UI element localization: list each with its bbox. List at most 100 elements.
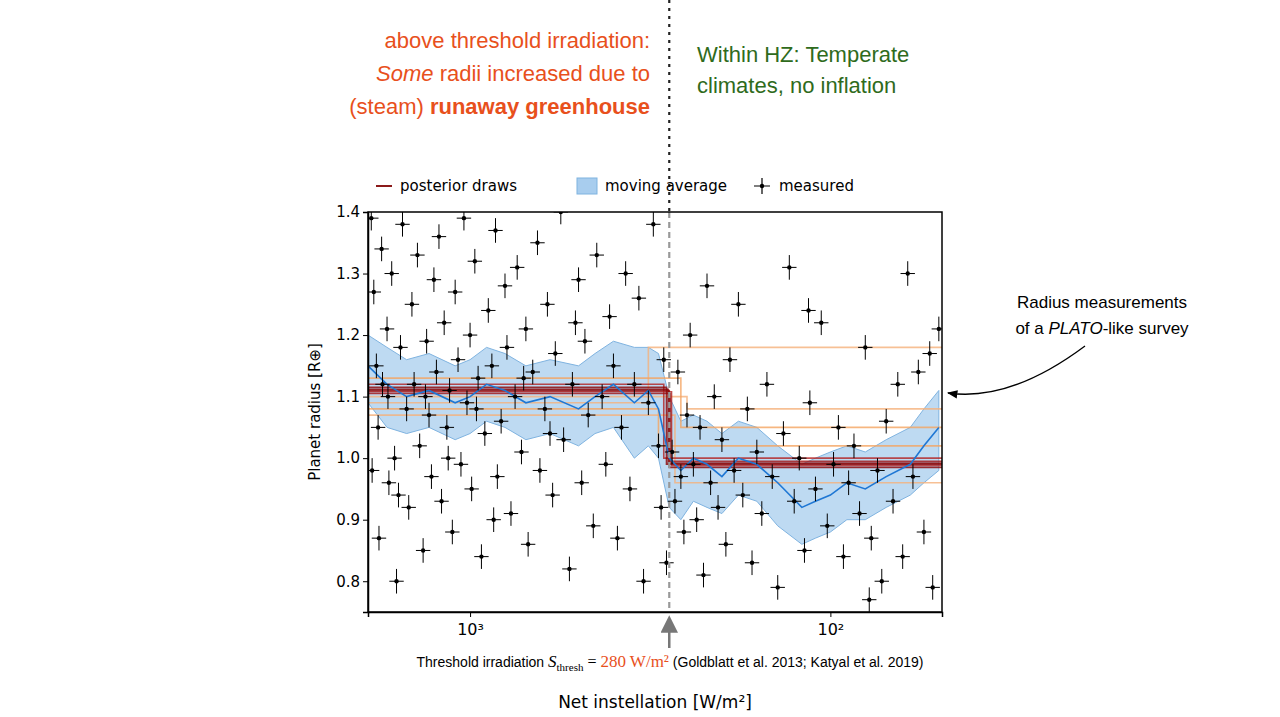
data-point — [390, 271, 394, 275]
error-bar — [468, 249, 482, 274]
data-point — [573, 321, 577, 325]
y-tick-label: 0.9 — [336, 511, 360, 529]
data-point — [750, 561, 754, 565]
data-point — [410, 302, 414, 306]
data-point — [792, 499, 796, 503]
data-point — [607, 314, 611, 318]
error-bar — [586, 514, 600, 539]
error-bar — [925, 575, 939, 600]
legend-label: posterior draws — [400, 177, 517, 195]
data-point — [906, 271, 910, 275]
posterior-draw — [368, 415, 942, 483]
data-point — [637, 296, 641, 300]
data-point — [396, 493, 400, 497]
error-bar — [636, 569, 650, 594]
data-point — [632, 382, 636, 386]
data-point — [524, 327, 528, 331]
data-point — [728, 357, 732, 361]
error-bar — [418, 384, 432, 409]
error-bar — [387, 446, 401, 471]
data-point — [380, 382, 384, 386]
data-point — [550, 493, 554, 497]
error-bar — [797, 538, 811, 563]
y-tick-label: 1.3 — [336, 265, 360, 283]
data-point — [548, 431, 552, 435]
error-bar — [460, 390, 474, 415]
x-axis-line — [369, 613, 943, 618]
error-bar — [451, 347, 465, 372]
data-point — [641, 579, 645, 583]
data-point — [490, 364, 494, 368]
error-bar — [602, 304, 616, 329]
error-bar — [590, 243, 604, 268]
error-bar — [545, 483, 559, 508]
moving-average-band — [368, 335, 939, 544]
error-bar — [543, 421, 557, 446]
error-bar — [680, 403, 694, 428]
y-tick: 0.9 — [336, 511, 368, 529]
data-point — [836, 425, 840, 429]
data-point — [591, 524, 595, 528]
data-point — [567, 567, 571, 571]
data-point — [450, 530, 454, 534]
data-point — [928, 351, 932, 355]
data-point — [806, 308, 810, 312]
error-bar — [711, 495, 725, 520]
data-point — [483, 431, 487, 435]
data-point — [875, 468, 879, 472]
y-axis-title: Planet radius [R⊕] — [306, 343, 324, 481]
error-bar — [530, 230, 544, 255]
data-point — [595, 253, 599, 257]
data-point — [891, 499, 895, 503]
y-tick: 1.0 — [336, 449, 368, 467]
caption-refs: (Goldblatt et al. 2013; Katyal et al. 20… — [673, 654, 924, 670]
error-bar — [481, 298, 495, 323]
annotation-text: (steam) — [349, 94, 430, 119]
data-point — [867, 597, 871, 601]
annotation-text: -like survey — [1103, 319, 1189, 338]
error-bar — [836, 544, 850, 569]
y-tick-mark — [363, 458, 368, 459]
error-bar — [533, 458, 547, 483]
error-bar — [471, 366, 485, 391]
error-bar — [715, 427, 729, 452]
error-bar — [391, 483, 405, 508]
legend-swatch — [376, 185, 392, 187]
error-bar — [410, 243, 424, 268]
error-bar — [571, 267, 585, 292]
error-bar — [665, 440, 679, 465]
y-tick: 1.4 — [336, 203, 368, 221]
data-point — [656, 444, 660, 448]
y-tick: 0.8 — [336, 573, 368, 591]
data-point — [770, 474, 774, 478]
error-bar — [485, 354, 499, 379]
data-point — [600, 394, 604, 398]
data-point — [694, 517, 698, 521]
data-point — [682, 530, 686, 534]
error-bar — [385, 261, 399, 286]
x-tick-mark — [830, 612, 831, 617]
error-bar — [750, 440, 764, 465]
error-bar — [731, 292, 745, 317]
data-point — [802, 548, 806, 552]
posterior-draw — [368, 347, 942, 402]
error-bar — [657, 347, 671, 372]
error-bar — [627, 372, 641, 397]
y-tick: 1.1 — [336, 388, 368, 406]
data-point — [701, 573, 705, 577]
error-bar — [372, 526, 386, 551]
caption-value: 280 — [600, 652, 626, 671]
chart-root: 10³10²0.80.91.01.11.21.31.4Net instellat… — [0, 0, 1280, 717]
error-bar — [434, 489, 448, 514]
data-point — [579, 481, 583, 485]
data-point — [515, 265, 519, 269]
data-point — [526, 542, 530, 546]
error-bar — [494, 409, 508, 434]
error-bar — [745, 550, 759, 575]
data-point — [708, 481, 712, 485]
error-bar — [368, 280, 381, 305]
error-bar — [568, 310, 582, 335]
data-point — [538, 468, 542, 472]
y-tick-mark — [363, 212, 368, 213]
data-point — [400, 222, 404, 226]
